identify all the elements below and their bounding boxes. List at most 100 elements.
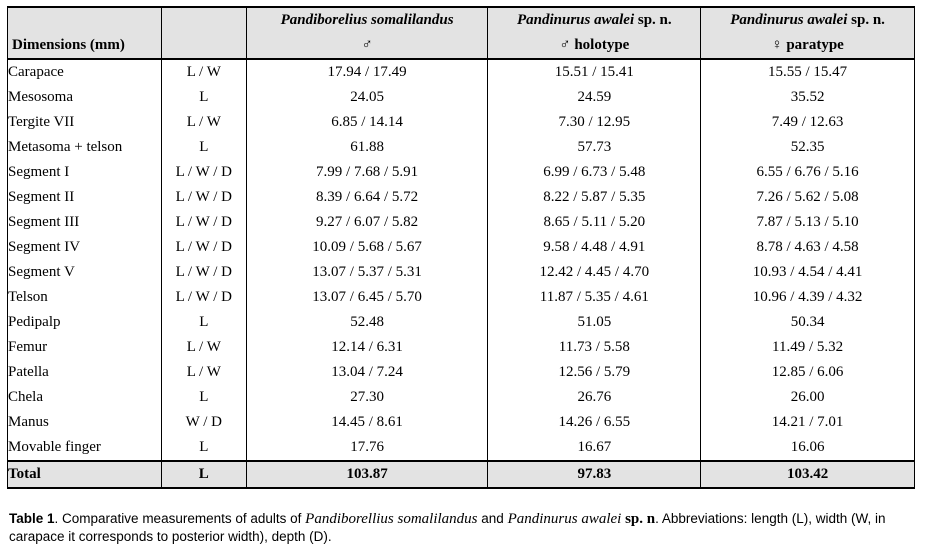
value-cell: 52.48 — [245, 310, 489, 335]
dimension-cell: Pedipalp — [7, 310, 162, 335]
value-cell: 6.85 / 14.14 — [245, 110, 489, 135]
value-cell: 6.99 / 6.73 / 5.48 — [487, 160, 702, 185]
value-cell: 50.34 — [700, 310, 915, 335]
measure-cell: L / W / D — [160, 210, 247, 235]
value-cell: 10.93 / 4.54 / 4.41 — [700, 260, 915, 285]
table-row: Patella L / W 13.04 / 7.24 12.56 / 5.79 12.8… — [7, 360, 915, 385]
dimension-cell: Carapace — [7, 59, 162, 85]
value-cell: 26.76 — [487, 385, 702, 410]
measure-cell: L / W / D — [160, 235, 247, 260]
dimension-cell: Segment I — [7, 160, 162, 185]
header-dimensions: Dimensions (mm) — [7, 7, 162, 59]
header-col2: Pandinurus awalei sp. n. ♂ holotype — [487, 7, 702, 59]
measure-cell: L / W / D — [160, 260, 247, 285]
value-cell: 52.35 — [700, 135, 915, 160]
caption-species-2: Pandinurus awalei — [507, 511, 622, 527]
caption-species-1: Pandiborellius somalilandus — [305, 511, 478, 527]
value-cell: 16.67 — [487, 435, 702, 461]
table-row: Segment II L / W / D 8.39 / 6.64 / 5.72 8.2… — [7, 185, 915, 210]
value-cell: 61.88 — [245, 135, 489, 160]
measure-cell: L / W — [160, 360, 247, 385]
value-cell: 13.04 / 7.24 — [245, 360, 489, 385]
dimension-cell: Segment III — [7, 210, 162, 235]
total-measure: L — [160, 460, 247, 488]
value-cell: 12.42 / 4.45 / 4.70 — [487, 260, 702, 285]
total-value: 97.83 — [487, 460, 702, 488]
value-cell: 7.49 / 12.63 — [700, 110, 915, 135]
value-cell: 9.27 / 6.07 / 5.82 — [245, 210, 489, 235]
value-cell: 12.56 / 5.79 — [487, 360, 702, 385]
dimension-cell: Segment II — [7, 185, 162, 210]
value-cell: 27.30 — [245, 385, 489, 410]
measure-cell: L — [160, 435, 247, 461]
header-col3-sex: ♀ paratype — [771, 37, 844, 53]
dimension-cell: Telson — [7, 285, 162, 310]
dimension-cell: Manus — [7, 410, 162, 435]
value-cell: 17.94 / 17.49 — [245, 59, 489, 85]
header-col2-species: Pandinurus awalei — [516, 12, 635, 28]
measure-cell: L — [160, 385, 247, 410]
table-body: Carapace L / W 17.94 / 17.49 15.51 / 15.41 1… — [7, 59, 915, 488]
table-row: Pedipalp L 52.48 51.05 50.34 — [7, 310, 915, 335]
value-cell: 14.26 / 6.55 — [487, 410, 702, 435]
header-col3: Pandinurus awalei sp. n. ♀ paratype — [700, 7, 915, 59]
table-row: Segment III L / W / D 9.27 / 6.07 / 5.82 8.… — [7, 210, 915, 235]
value-cell: 16.06 — [700, 435, 915, 461]
value-cell: 6.55 / 6.76 / 5.16 — [700, 160, 915, 185]
header-col1-species: Pandiborelius somalilandus — [280, 12, 454, 28]
value-cell: 14.45 / 8.61 — [245, 410, 489, 435]
table-row: Telson L / W / D 13.07 / 6.45 / 5.70 11.87 … — [7, 285, 915, 310]
value-cell: 7.87 / 5.13 / 5.10 — [700, 210, 915, 235]
table-row: Femur L / W 12.14 / 6.31 11.73 / 5.58 11.49 … — [7, 335, 915, 360]
total-value: 103.87 — [245, 460, 489, 488]
value-cell: 35.52 — [700, 85, 915, 110]
total-row: Total L 103.87 97.83 103.42 — [7, 460, 915, 488]
dimension-cell: Tergite VII — [7, 110, 162, 135]
value-cell: 12.14 / 6.31 — [245, 335, 489, 360]
table-row: Tergite VII L / W 6.85 / 14.14 7.30 / 12.95… — [7, 110, 915, 135]
value-cell: 8.78 / 4.63 / 4.58 — [700, 235, 915, 260]
measure-cell: L — [160, 85, 247, 110]
value-cell: 12.85 / 6.06 — [700, 360, 915, 385]
table-caption: Table 1. Comparative measurements of adu… — [9, 510, 919, 546]
value-cell: 24.59 — [487, 85, 702, 110]
dimension-cell: Mesosoma — [7, 85, 162, 110]
value-cell: 57.73 — [487, 135, 702, 160]
value-cell: 7.30 / 12.95 — [487, 110, 702, 135]
value-cell: 15.55 / 15.47 — [700, 59, 915, 85]
value-cell: 13.07 / 6.45 / 5.70 — [245, 285, 489, 310]
table-row: Chela L 27.30 26.76 26.00 — [7, 385, 915, 410]
table-row: Mesosoma L 24.05 24.59 35.52 — [7, 85, 915, 110]
value-cell: 10.09 / 5.68 / 5.67 — [245, 235, 489, 260]
caption-text-3: . Abbreviations: length (L), width (W, i… — [9, 511, 886, 544]
header-row: Dimensions (mm) Pandiborelius somaliland… — [7, 7, 915, 59]
value-cell: 51.05 — [487, 310, 702, 335]
measurements-table: Dimensions (mm) Pandiborelius somaliland… — [7, 6, 915, 489]
dimension-cell: Movable finger — [7, 435, 162, 461]
value-cell: 10.96 / 4.39 / 4.32 — [700, 285, 915, 310]
measure-cell: L / W — [160, 335, 247, 360]
header-col3-sn: sp. n. — [851, 12, 885, 28]
measure-cell: L / W / D — [160, 160, 247, 185]
value-cell: 11.49 / 5.32 — [700, 335, 915, 360]
measure-cell: L — [160, 310, 247, 335]
header-col1-sex: ♂ — [361, 37, 373, 53]
caption-sp-n: sp. n — [625, 511, 656, 527]
value-cell: 14.21 / 7.01 — [700, 410, 915, 435]
table-row: Segment IV L / W / D 10.09 / 5.68 / 5.67 9.… — [7, 235, 915, 260]
value-cell: 11.87 / 5.35 / 4.61 — [487, 285, 702, 310]
value-cell: 26.00 — [700, 385, 915, 410]
value-cell: 8.22 / 5.87 / 5.35 — [487, 185, 702, 210]
header-measure — [160, 7, 247, 59]
value-cell: 13.07 / 5.37 / 5.31 — [245, 260, 489, 285]
value-cell: 17.76 — [245, 435, 489, 461]
dimension-cell: Segment IV — [7, 235, 162, 260]
header-col2-sex: ♂ holotype — [559, 37, 630, 53]
caption-text-1: . Comparative measurements of adults of — [54, 511, 306, 526]
value-cell: 7.99 / 7.68 / 5.91 — [245, 160, 489, 185]
header-col1: Pandiborelius somalilandus ♂ — [245, 7, 489, 59]
table-row: Carapace L / W 17.94 / 17.49 15.51 / 15.41 1… — [7, 59, 915, 85]
total-value: 103.42 — [700, 460, 915, 488]
dimension-cell: Patella — [7, 360, 162, 385]
